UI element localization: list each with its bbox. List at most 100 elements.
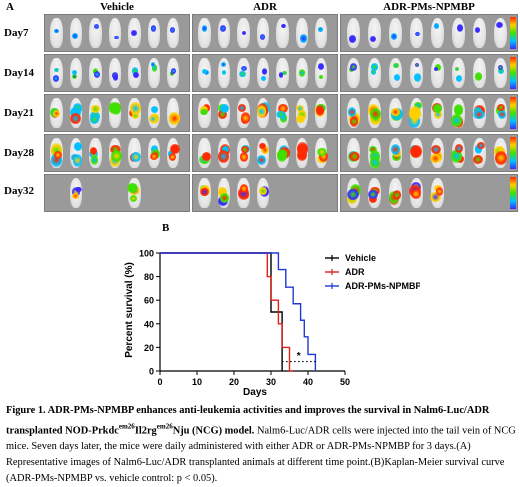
luminescence-signal bbox=[261, 67, 267, 75]
luminescence-signal bbox=[219, 25, 226, 33]
luminescence-signal bbox=[347, 189, 359, 201]
luminescence-signal bbox=[433, 103, 443, 113]
luminescence-signal bbox=[221, 69, 227, 76]
luminescence-color-scale-icon bbox=[510, 17, 516, 49]
imaging-tile bbox=[44, 94, 190, 132]
luminescence-color-scale-icon bbox=[510, 97, 516, 129]
luminescence-signal bbox=[54, 29, 59, 34]
luminescence-signal bbox=[257, 155, 267, 166]
group-header-adr: ADR bbox=[253, 1, 277, 13]
luminescence-signal bbox=[170, 26, 175, 33]
luminescence-signal bbox=[239, 183, 248, 193]
luminescence-signal bbox=[369, 145, 377, 154]
luminescence-signal bbox=[240, 112, 250, 124]
imaging-row-day7 bbox=[44, 14, 518, 52]
luminescence-signal bbox=[256, 104, 267, 119]
luminescence-signal bbox=[90, 154, 99, 166]
survival-chart: 0 20 40 60 80 100 0 10 20 30 40 50 * Vehicle ADR ADR-… bbox=[124, 249, 420, 399]
mouse-image bbox=[451, 58, 466, 88]
luminescence-signal bbox=[276, 110, 287, 119]
mouse-image bbox=[430, 58, 445, 88]
imaging-tile bbox=[192, 134, 338, 172]
imaging-tile bbox=[340, 54, 518, 92]
legend-label: ADR-PMs-NPMBP bbox=[345, 281, 420, 291]
imaging-tile bbox=[192, 94, 338, 132]
mouse-image bbox=[217, 18, 231, 48]
mouse-image bbox=[451, 18, 466, 48]
luminescence-signal bbox=[239, 70, 246, 78]
mouse-image bbox=[256, 18, 270, 48]
y-tick-label: 40 bbox=[144, 319, 154, 329]
luminescence-signal bbox=[300, 34, 307, 43]
luminescence-signal bbox=[50, 153, 62, 167]
group-header-vehicle: Vehicle bbox=[100, 1, 134, 13]
luminescence-signal bbox=[127, 182, 138, 194]
luminescence-signal bbox=[89, 146, 98, 155]
mouse-image bbox=[295, 18, 309, 48]
luminescence-signal bbox=[240, 145, 249, 154]
luminescence-signal bbox=[435, 186, 444, 197]
imaging-tile bbox=[44, 54, 190, 92]
luminescence-signal bbox=[278, 71, 284, 78]
luminescence-color-scale-icon bbox=[510, 137, 516, 169]
luminescence-signal bbox=[390, 33, 398, 40]
luminescence-signal bbox=[368, 190, 379, 199]
imaging-tile bbox=[340, 94, 518, 132]
luminescence-signal bbox=[454, 66, 460, 71]
survival-curve-adr-pms-npmbp bbox=[160, 252, 317, 371]
luminescence-signal bbox=[260, 33, 266, 40]
luminescence-signal bbox=[109, 102, 118, 114]
luminescence-signal bbox=[349, 115, 359, 128]
luminescence-signal bbox=[201, 69, 208, 75]
luminescence-signal bbox=[151, 64, 158, 72]
y-tick-label: 0 bbox=[149, 367, 154, 377]
luminescence-signal bbox=[394, 74, 401, 82]
luminescence-signal bbox=[131, 67, 139, 76]
caption-title: Figure 1. ADR-PMs-NPMBP enhances anti-le… bbox=[6, 405, 490, 437]
luminescence-signal bbox=[240, 65, 247, 72]
caption-title-end: Nju (NCG) model. bbox=[172, 425, 255, 437]
luminescence-signal bbox=[473, 155, 484, 165]
imaging-tile bbox=[192, 174, 338, 212]
luminescence-signal bbox=[169, 112, 180, 126]
mouse-image bbox=[388, 18, 403, 48]
luminescence-signal bbox=[495, 151, 507, 166]
luminescence-signal bbox=[370, 69, 377, 76]
luminescence-signal bbox=[259, 187, 267, 195]
day-label-14: Day14 bbox=[4, 67, 34, 79]
luminescence-signal bbox=[72, 154, 83, 168]
panel-a-letter: A bbox=[6, 1, 14, 13]
luminescence-signal bbox=[477, 142, 485, 149]
luminescence-signal bbox=[371, 63, 378, 71]
luminescence-signal bbox=[297, 109, 307, 121]
luminescence-signal bbox=[450, 148, 463, 163]
luminescence-signal bbox=[129, 194, 138, 203]
mouse-image bbox=[472, 18, 487, 48]
day-label-32: Day32 bbox=[4, 185, 34, 197]
luminescence-signal bbox=[114, 35, 120, 40]
luminescence-signal bbox=[54, 150, 63, 159]
luminescence-signal bbox=[475, 72, 483, 81]
luminescence-signal bbox=[497, 68, 505, 75]
luminescence-color-scale-icon bbox=[510, 177, 516, 209]
luminescence-signal bbox=[433, 22, 439, 30]
luminescence-signal bbox=[369, 107, 382, 121]
luminescence-signal bbox=[148, 114, 158, 123]
luminescence-signal bbox=[298, 69, 306, 78]
luminescence-signal bbox=[430, 154, 442, 164]
luminescence-signal bbox=[317, 147, 328, 157]
luminescence-signal bbox=[171, 67, 177, 75]
mouse-image bbox=[167, 18, 180, 48]
caption-sup-1: em26 bbox=[118, 423, 135, 431]
luminescence-signal bbox=[369, 35, 376, 43]
luminescence-signal bbox=[455, 143, 463, 154]
y-tick-label: 80 bbox=[144, 272, 154, 282]
luminescence-signal bbox=[318, 150, 328, 162]
luminescence-signal bbox=[221, 62, 227, 68]
luminescence-signal bbox=[495, 22, 503, 28]
mouse-image bbox=[50, 58, 63, 88]
x-tick-label: 0 bbox=[157, 377, 162, 387]
luminescence-signal bbox=[261, 145, 269, 155]
luminescence-signal bbox=[69, 107, 81, 118]
luminescence-signal bbox=[473, 109, 486, 120]
